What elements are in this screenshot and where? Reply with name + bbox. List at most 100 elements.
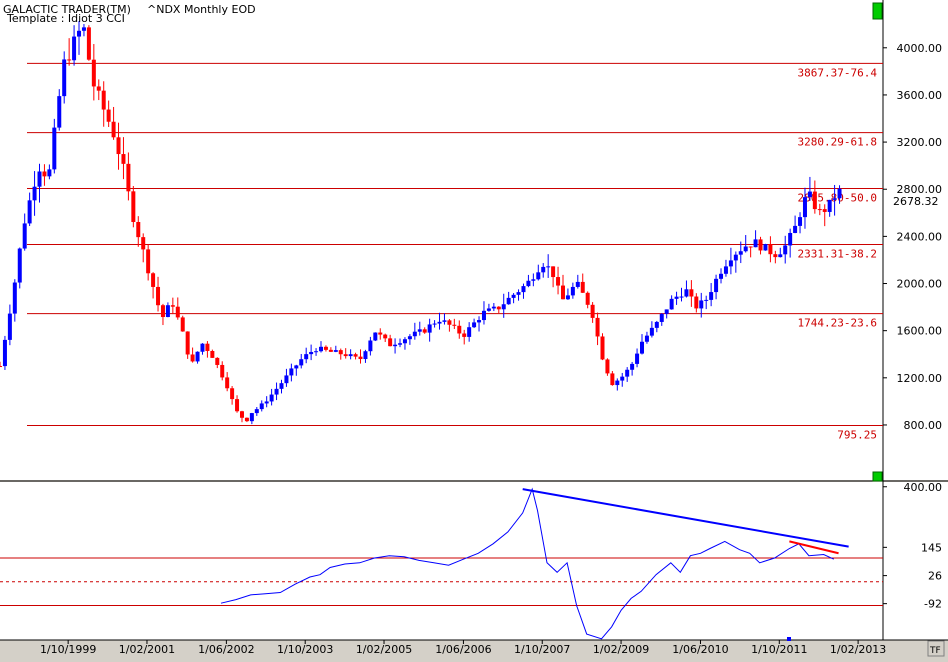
candle-body [22,223,27,249]
candle-body [165,305,170,318]
candle-body [289,368,294,376]
candle-body [47,169,52,177]
candle-body [521,286,526,293]
candle-body [575,281,580,287]
candle-body [753,239,758,248]
candle-body [536,272,541,280]
current-bar-marker [787,637,791,641]
candle-body [783,245,788,255]
candle-body [546,266,551,268]
candle-body [254,409,259,414]
candle-body [264,401,269,404]
candle-body [491,306,496,309]
price-tick-label: 2000.00 [897,278,943,291]
candle-body [412,331,417,337]
candle-body [807,191,812,198]
candle-body [556,277,561,286]
cci-panel-background [0,482,883,640]
candle-body [654,321,659,328]
candle-body [812,191,817,210]
price-panel-marker[interactable] [872,2,883,20]
price-panel-background [0,0,883,480]
candle-body [190,354,195,362]
candle-body [679,296,684,298]
date-tick-label: 1/02/2001 [119,643,175,656]
candle-body [506,297,511,305]
candle-body [694,296,699,309]
date-tick-label: 1/02/2009 [593,643,649,656]
candle-body [580,281,585,293]
candle-body [2,339,7,367]
candle-body [827,199,832,212]
candle-body [333,350,338,352]
candle-body [635,353,640,364]
price-tick-label: 4000.00 [897,42,943,55]
candle-body [195,351,200,362]
tf-button-label: TF [929,646,941,656]
cci-short-trend-line [789,540,839,555]
candle-body [101,90,106,110]
candle-body [146,249,151,274]
candle-body [12,282,17,314]
candle-body [610,373,615,386]
cci-tick-label: 400.00 [904,481,943,494]
candle-body [768,244,773,255]
price-tick-label: 3600.00 [897,89,943,102]
cci-line [220,487,835,640]
candle-body [778,254,783,258]
candle-body [570,286,575,296]
candle-body [644,335,649,342]
candle-body [526,280,531,287]
candle-body [239,411,244,418]
fib-label: 3280.29-61.8 [798,136,877,149]
candle-body [719,273,724,279]
candle-body [235,399,240,412]
candle-body [738,251,743,255]
candle-body [373,332,378,341]
candle-body [659,313,664,322]
candle-body [486,308,491,311]
symbol-title: ^NDX Monthly EOD [147,3,256,16]
date-tick-label: 1/06/2010 [672,643,728,656]
fib-lines: 3867.37-76.4 3280.29-61.8 2805.80-50.0 2331… [27,62,883,442]
price-tick-label: 800.00 [904,419,943,432]
candle-body [699,300,704,309]
candle-body [516,292,521,295]
candle-body [462,333,467,337]
cci-series [220,487,849,640]
candle-body [314,351,319,353]
candle-body [383,334,388,339]
candle-body [763,244,768,251]
cci-panel-marker[interactable] [872,471,883,482]
candle-body [649,327,654,336]
candle-body [338,350,343,355]
candle-body [531,279,536,281]
candle-body [368,340,373,352]
candle-body [323,346,328,350]
tf-button[interactable]: TF [927,640,945,657]
candle-body [106,109,111,122]
candle-body [590,304,595,318]
candle-body [674,296,679,299]
candle-body [67,59,72,61]
cci-reference-lines [0,557,883,607]
candle-body [91,59,96,87]
candle-body [837,188,842,199]
candle-body [467,327,472,337]
candle-body [57,96,62,128]
candle-body [220,364,225,378]
candle-body [704,299,709,301]
candle-body [259,403,264,410]
app-title: GALACTIC TRADER(TM) [3,3,131,16]
candle-body [363,351,368,360]
candle-body [210,350,215,358]
candle-body [304,354,309,360]
candle-body [758,239,763,251]
candle-body [42,171,47,177]
candle-body [319,346,324,352]
candle-body [86,27,91,60]
candle-body [249,413,254,422]
candle-body [402,339,407,344]
date-tick-label: 1/10/2003 [277,643,333,656]
candle-body [205,343,210,351]
